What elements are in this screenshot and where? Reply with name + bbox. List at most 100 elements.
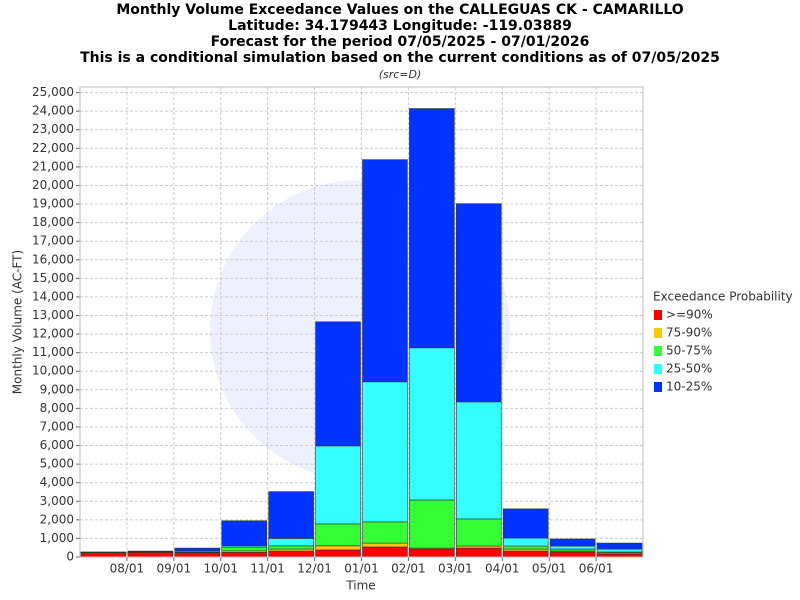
y-tick-label: 2,000 bbox=[40, 512, 74, 526]
legend-swatch bbox=[654, 328, 662, 338]
bar-segment bbox=[456, 545, 502, 549]
y-tick-label: 6,000 bbox=[40, 438, 74, 452]
y-tick-label: 11,000 bbox=[32, 345, 74, 359]
bar-segment bbox=[549, 551, 596, 558]
x-tick-label: 02/01 bbox=[391, 562, 426, 576]
bar-segment bbox=[362, 546, 408, 558]
bar-segment bbox=[409, 347, 455, 501]
y-tick-label: 13,000 bbox=[32, 308, 74, 322]
y-tick-label: 24,000 bbox=[32, 104, 74, 118]
bar-segment bbox=[456, 401, 502, 520]
legend-swatch bbox=[654, 364, 662, 374]
x-tick-label: 11/01 bbox=[250, 562, 285, 576]
bar-segment bbox=[315, 445, 361, 525]
y-tick-label: 16,000 bbox=[32, 252, 74, 266]
plot-border bbox=[79, 86, 644, 558]
x-tick-label: 08/01 bbox=[110, 562, 145, 576]
bar-segment bbox=[80, 552, 127, 558]
y-tick-label: 5,000 bbox=[40, 457, 74, 471]
bar-segment bbox=[362, 381, 408, 523]
y-tick-label: 4,000 bbox=[40, 475, 74, 489]
bar-segment bbox=[596, 542, 643, 550]
bar-segment bbox=[409, 108, 455, 349]
y-tick-label: 12,000 bbox=[32, 327, 74, 341]
legend-swatch bbox=[654, 346, 662, 356]
chart-title: Latitude: 34.179443 Longitude: -119.0388… bbox=[228, 18, 572, 34]
bar-segment bbox=[174, 552, 221, 558]
subtitle: (src=D) bbox=[379, 68, 422, 81]
legend-swatch bbox=[654, 310, 662, 320]
y-tick-label: 0 bbox=[66, 550, 74, 564]
bar-segment bbox=[362, 521, 408, 544]
bar-segment bbox=[549, 548, 596, 552]
legend-label: >=90% bbox=[666, 308, 713, 322]
bar-segment bbox=[268, 491, 314, 539]
bar-segment bbox=[549, 538, 596, 547]
y-tick-label: 3,000 bbox=[40, 494, 74, 508]
y-tick-label: 14,000 bbox=[32, 289, 74, 303]
bar-segment bbox=[502, 548, 549, 552]
y-axis-label: Monthly Volume (AC-FT) bbox=[11, 250, 25, 394]
y-tick-label: 10,000 bbox=[32, 364, 74, 378]
legend-label: 10-25% bbox=[666, 380, 712, 394]
bar-segment bbox=[596, 548, 643, 553]
bar-segment bbox=[268, 538, 314, 547]
y-tick-label: 23,000 bbox=[32, 122, 74, 136]
bar-segment bbox=[315, 321, 361, 447]
legend-title: Exceedance Probability bbox=[653, 290, 793, 304]
bar-segment bbox=[362, 159, 408, 383]
x-tick-label: 12/01 bbox=[297, 562, 332, 576]
bar-segment bbox=[409, 499, 455, 549]
bar-segment bbox=[127, 550, 174, 552]
y-tick-label: 22,000 bbox=[32, 141, 74, 155]
bar-segment bbox=[502, 550, 549, 558]
y-tick-label: 21,000 bbox=[32, 159, 74, 173]
x-tick-label: 09/01 bbox=[157, 562, 192, 576]
x-tick-label: 06/01 bbox=[579, 562, 614, 576]
bar-segment bbox=[456, 203, 502, 403]
y-tick-label: 20,000 bbox=[32, 178, 74, 192]
bar-segment bbox=[502, 545, 549, 550]
y-tick-label: 1,000 bbox=[40, 531, 74, 545]
y-tick-label: 7,000 bbox=[40, 419, 74, 433]
x-axis-label: Time bbox=[345, 579, 375, 593]
legend-label: 75-90% bbox=[666, 326, 712, 340]
bar-segment bbox=[456, 547, 502, 558]
x-tick-label: 01/01 bbox=[344, 562, 379, 576]
bar-segment bbox=[268, 548, 314, 552]
bar-segment bbox=[502, 508, 549, 539]
y-tick-label: 19,000 bbox=[32, 197, 74, 211]
chart-title: This is a conditional simulation based o… bbox=[80, 50, 720, 66]
y-tick-label: 9,000 bbox=[40, 382, 74, 396]
x-tick-label: 03/01 bbox=[438, 562, 473, 576]
bar-segment bbox=[502, 537, 549, 547]
bar-segment bbox=[362, 542, 408, 548]
x-tick-label: 10/01 bbox=[203, 562, 238, 576]
bar-segment bbox=[409, 548, 455, 558]
bar-segment bbox=[174, 547, 221, 552]
y-tick-label: 17,000 bbox=[32, 234, 74, 248]
chart-title: Forecast for the period 07/05/2025 - 07/… bbox=[211, 34, 590, 50]
y-tick-label: 25,000 bbox=[32, 85, 74, 99]
bar-segment bbox=[221, 552, 267, 558]
bar-segment bbox=[268, 550, 314, 558]
bar-segment bbox=[315, 545, 361, 551]
x-tick-label: 05/01 bbox=[532, 562, 567, 576]
bar-segment bbox=[221, 520, 267, 547]
y-tick-label: 8,000 bbox=[40, 401, 74, 415]
chart-title: Monthly Volume Exceedance Values on the … bbox=[116, 2, 683, 18]
legend-label: 25-50% bbox=[666, 362, 712, 376]
bar-segment bbox=[456, 518, 502, 547]
bar-segment bbox=[221, 546, 267, 552]
legend-label: 50-75% bbox=[666, 344, 712, 358]
x-tick-label: 04/01 bbox=[485, 562, 520, 576]
legend-swatch bbox=[654, 382, 662, 392]
bar-segment bbox=[315, 523, 361, 547]
bar-segment bbox=[549, 545, 596, 550]
bar-segment bbox=[127, 552, 174, 558]
bar-segment bbox=[315, 549, 361, 558]
y-tick-label: 15,000 bbox=[32, 271, 74, 285]
y-tick-label: 18,000 bbox=[32, 215, 74, 229]
